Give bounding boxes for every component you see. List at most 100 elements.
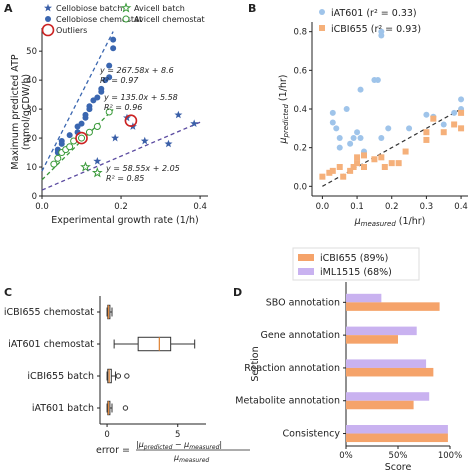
panel-d-legend-label: iML1515 (68%) (320, 267, 392, 278)
panel-d-bar (346, 392, 430, 401)
panel-a-legend-label: Cellobiose batch (56, 4, 122, 13)
panel-d-bar (346, 359, 427, 368)
panel-a-point (124, 114, 138, 127)
panel-b-point (402, 148, 409, 155)
panel-b-y-tick-label: 0.8 (293, 28, 307, 38)
panel-d-bar (346, 302, 440, 311)
panel-b-point (381, 164, 388, 170)
panel-b-point (354, 129, 361, 136)
panel-d-bar (346, 335, 398, 344)
panel-a-point (86, 103, 93, 110)
panel-a-point (106, 74, 113, 81)
panel-a-point (54, 154, 62, 162)
panel-a-legend-label: Outliers (56, 26, 87, 35)
panel-c-outlier (124, 373, 130, 379)
panel-d-x-tick-label: 50% (389, 451, 408, 461)
panel-d: D 0% 50% 100% Score Section SBO annotation Gene… (233, 247, 462, 473)
panel-a-point (174, 110, 183, 119)
panel-a-point (93, 157, 102, 165)
panel-a-point (190, 119, 199, 127)
panel-b-point (336, 135, 343, 141)
panel-a-y-tick-label: 40 (26, 76, 37, 86)
panel-b-x-tick-label: 0.4 (454, 202, 468, 212)
panel-b-point (378, 154, 385, 161)
panel-a-legend-label: Avicell batch (134, 4, 185, 13)
panel-b-point (406, 125, 413, 132)
panel-a: A 0.0 0.2 0.4 0 10 20 30 40 50 Experimental growth… (4, 2, 208, 226)
panel-b-x-tick-label: 0.0 (316, 202, 330, 212)
panel-a-point (98, 85, 105, 92)
panel-a-fit-r2: R² = 0.97 (100, 76, 139, 85)
panel-b-point (350, 164, 357, 170)
panel-b-y-tick-label: 0.2 (293, 144, 307, 154)
panel-a-fit-equation: y = 267.58x + 8.6 (99, 66, 174, 75)
panel-b-x-tick-label: 0.3 (420, 202, 434, 212)
panel-b-point (350, 135, 357, 141)
panel-a-point (106, 62, 113, 69)
panel-d-x-tick-label: 0% (339, 451, 353, 461)
panel-d-label: D (233, 286, 242, 299)
panel-a-x-tick-label: 0.0 (35, 202, 49, 212)
panel-a-point (93, 122, 101, 130)
panel-b-legend-label: iAT601 (r² = 0.33) (331, 8, 417, 19)
panel-b-legend-marker (319, 25, 325, 31)
panel-b-point (354, 160, 361, 167)
panel-a-point (82, 111, 89, 118)
panel-a-point (140, 136, 149, 145)
panel-a-point (105, 108, 113, 116)
panel-b-point (371, 156, 378, 163)
panel-c-x-label-numerator: |μpredicted − μmeasured| (136, 440, 222, 451)
panel-d-y-label: Section (250, 346, 261, 381)
panel-c-x-tick-label: 0 (104, 430, 109, 440)
panel-c: C 0 5 iCBI655 chemostat iAT601 chemostat iCBI… (4, 286, 250, 464)
panel-a-x-label: Experimental growth rate (1/h) (51, 215, 198, 226)
panel-b-point (319, 173, 326, 180)
panel-a-point (110, 36, 117, 43)
panel-d-category-label: Reaction annotation (244, 363, 340, 374)
panel-b-point (343, 106, 350, 112)
panel-b-point (430, 115, 437, 122)
panel-b-point (336, 164, 343, 170)
panel-a-fit-line (41, 108, 114, 181)
panel-a-fit-r2: R² = 0.96 (104, 103, 142, 112)
panel-a-legend-marker (122, 15, 130, 23)
panel-c-label: C (4, 286, 12, 299)
panel-b-point (329, 119, 336, 126)
panel-c-x-label-denominator: μmeasured (173, 453, 209, 464)
panel-a-legend-marker (41, 23, 55, 37)
panel-b-point (354, 154, 361, 161)
panel-d-bar (346, 326, 417, 336)
panel-a-x-tick-label: 0.4 (193, 202, 207, 212)
panel-a-point (164, 139, 173, 148)
panel-b-point (378, 135, 385, 141)
panel-a-legend-label: Cellobiose chemostat (56, 15, 142, 24)
panel-a-legend-marker (45, 16, 51, 22)
panel-b-x-tick-label: 0.2 (385, 202, 399, 212)
panel-b-point (423, 136, 430, 143)
panel-a-point (66, 132, 73, 139)
panel-a-point (50, 160, 58, 168)
panel-b-point (385, 125, 392, 132)
panel-d-legend-label: iCBI655 (89%) (320, 253, 388, 264)
panel-b-point (458, 96, 465, 103)
panel-a-point (111, 133, 120, 142)
panel-a-legend-marker (44, 3, 52, 12)
panel-a-x-tick-label: 0.2 (114, 202, 128, 212)
panel-b-point (357, 135, 364, 141)
panel-b-point (440, 129, 447, 136)
panel-d-category-label: Metabolite annotation (235, 396, 340, 407)
panel-b-x-tick-label: 0.1 (350, 202, 364, 212)
panel-d-bar (346, 367, 434, 377)
panel-a-y-tick-label: 30 (26, 105, 37, 115)
panel-c-box (137, 336, 172, 352)
panel-b-point (374, 77, 381, 83)
panel-b-point (451, 109, 458, 116)
panel-c-outlier (115, 373, 122, 379)
panel-b-point (388, 160, 395, 167)
panel-b-point (378, 28, 385, 35)
panel-a-label: A (4, 2, 13, 15)
panel-a-point (75, 131, 88, 145)
panel-a-fit-equation: y = 135.0x + 5.58 (103, 93, 178, 102)
panel-c-category-label: iCBI655 chemostat (4, 307, 94, 318)
